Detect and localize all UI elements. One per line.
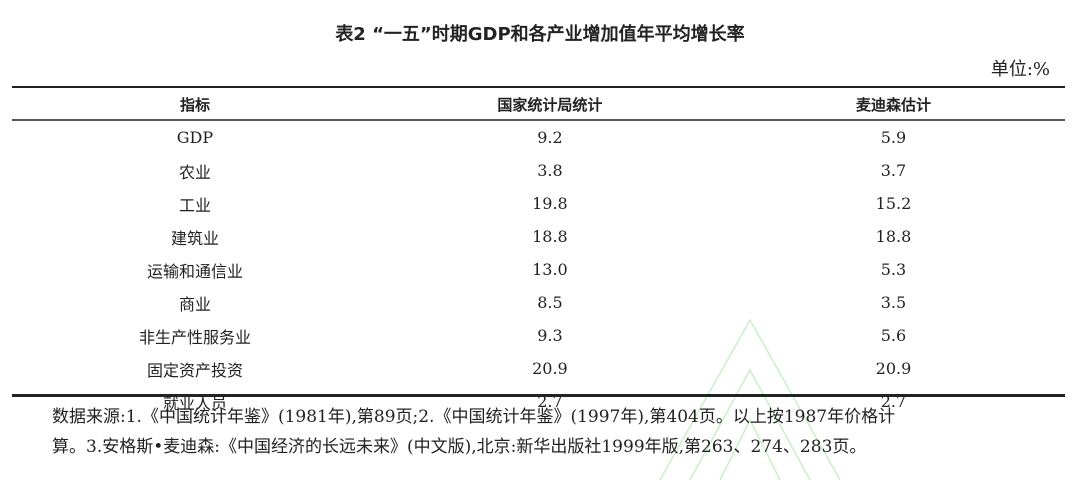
- watermark-graphic: [659, 318, 840, 480]
- table-row: 建筑业 18.8 18.8: [12, 220, 1065, 253]
- header-nbs: 国家统计局统计: [377, 89, 722, 121]
- cell-indicator: 商业: [178, 294, 211, 314]
- table-title: 表2 “一五”时期GDP和各产业增加值年平均增长率: [335, 24, 745, 45]
- cell-nbs: 19.8: [532, 194, 568, 213]
- table-row: 商业 8.5 3.5: [12, 286, 1065, 319]
- cell-indicator: 农业: [178, 162, 211, 182]
- bottom-rule: [12, 394, 1065, 397]
- cell-maddison: 18.8: [875, 227, 912, 246]
- source-notes: 数据来源:1.《中国统计年鉴》(1981年),第89页;2.《中国统计年鉴》(1…: [52, 402, 1062, 462]
- cell-nbs: 9.2: [537, 128, 563, 147]
- table-row: 非生产性服务业 9.3 5.6: [12, 319, 1065, 352]
- cell-indicator: 运输和通信业: [146, 261, 243, 281]
- cell-indicator: 工业: [178, 195, 211, 215]
- table-header-row: 指标 国家统计局统计 麦迪森估计: [12, 89, 1065, 121]
- cell-maddison: 5.3: [880, 260, 907, 279]
- cell-nbs: 18.8: [532, 227, 568, 246]
- header-maddison: 麦迪森估计: [721, 89, 1065, 121]
- cell-maddison: 20.9: [875, 359, 912, 378]
- cell-indicator: 建筑业: [170, 228, 219, 248]
- cell-maddison: 15.2: [875, 194, 912, 213]
- cell-nbs: 3.8: [537, 161, 563, 180]
- cell-maddison: 3.5: [880, 293, 907, 312]
- cell-maddison: 5.6: [880, 326, 907, 345]
- cell-maddison: 3.7: [880, 161, 907, 180]
- cell-nbs: 8.5: [537, 293, 563, 312]
- cell-nbs: 20.9: [532, 359, 568, 378]
- table-row: GDP 9.2 5.9: [12, 120, 1065, 154]
- note-line: 数据来源:1.《中国统计年鉴》(1981年),第89页;2.《中国统计年鉴》(1…: [52, 407, 896, 427]
- cell-indicator: 就业人员: [162, 393, 227, 413]
- cell-indicator: 固定资产投资: [146, 360, 243, 380]
- table-row: 固定资产投资 20.9 20.9: [12, 352, 1065, 385]
- growth-rate-table: 指标 国家统计局统计 麦迪森估计 GDP 9.2 5.9 农业 3.8 3.7 工业 19.8…: [12, 89, 1065, 418]
- cell-nbs: 9.3: [537, 326, 563, 345]
- note-line: 算。3.安格斯•麦迪森:《中国经济的长远未来》(中文版),北京:新华出版社199…: [52, 437, 867, 457]
- table-row: 工业 19.8 15.2: [12, 187, 1065, 220]
- cell-indicator: 非生产性服务业: [138, 327, 251, 347]
- table-row: 运输和通信业 13.0 5.3: [12, 253, 1065, 286]
- unit-label: 单位:%: [990, 59, 1050, 80]
- cell-indicator: GDP: [176, 128, 214, 147]
- cell-maddison: 5.9: [880, 128, 907, 147]
- table-row: 农业 3.8 3.7: [12, 154, 1065, 187]
- cell-nbs: 13.0: [532, 260, 568, 279]
- header-indicator: 指标: [12, 89, 378, 121]
- top-rule: [12, 86, 1065, 88]
